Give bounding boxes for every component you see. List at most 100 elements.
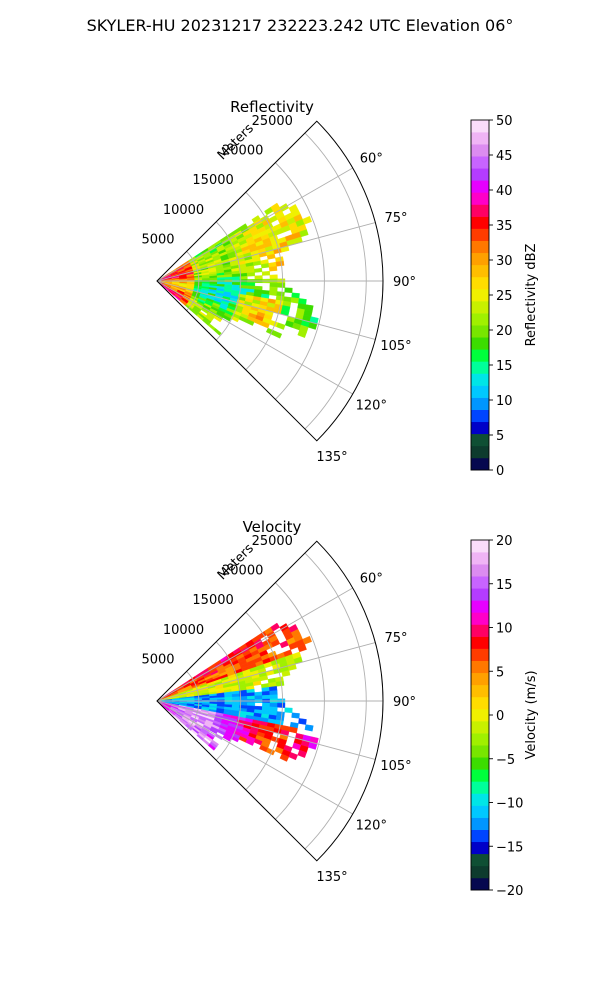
- radial-tick-label: 5000: [141, 232, 174, 247]
- data-cell: [272, 330, 283, 339]
- data-cell: [290, 297, 300, 304]
- colorbar-tick-label: −10: [496, 797, 523, 812]
- azimuth-tick-label: 105°: [380, 759, 411, 774]
- colorbar-label: Velocity (m/s): [524, 670, 539, 759]
- colorbar-segment: [471, 612, 489, 625]
- polar-grid: [156, 552, 383, 850]
- colorbar: 0 5 10 15 20 25 30 35 40 45 50 Reflectivity dBZ: [470, 114, 539, 479]
- colorbar-tick-label: 35: [496, 219, 513, 234]
- data-cell: [254, 695, 263, 700]
- colorbar-segment: [471, 337, 489, 350]
- data-cell: [279, 753, 290, 762]
- data-cell: [288, 752, 298, 761]
- azimuth-gridline: [156, 280, 353, 395]
- data-cell: [262, 694, 271, 700]
- azimuth-tick-label: 135°: [316, 450, 347, 465]
- azimuth-gridline: [156, 700, 376, 760]
- sector-outline: [156, 540, 384, 862]
- colorbar-tick-label: 30: [496, 254, 513, 269]
- colorbar-segment: [471, 588, 489, 601]
- colorbar-tick-label: 20: [496, 534, 513, 549]
- azimuth-tick-label: 90°: [393, 275, 416, 290]
- data-cell: [207, 743, 216, 751]
- azimuth-tick-label: 120°: [356, 819, 387, 834]
- azimuth-gridline: [156, 700, 353, 815]
- colorbar-segment: [471, 805, 489, 818]
- colorbar-segment: [471, 624, 489, 637]
- colorbar-segment: [471, 540, 489, 553]
- data-cell: [269, 274, 278, 280]
- panel-reflectivity: Reflectivity500010000150002000025000Mete…: [141, 98, 539, 479]
- colorbar-segment: [471, 877, 489, 891]
- data-cell: [222, 314, 232, 322]
- data-cell: [253, 267, 263, 273]
- radial-tick-label: 20000: [222, 564, 263, 579]
- colorbar-segment: [471, 552, 489, 565]
- data-cell: [269, 690, 278, 696]
- colorbar-segment: [471, 373, 489, 386]
- azimuth-tick-label: 105°: [380, 339, 411, 354]
- radial-tick-label: 15000: [192, 593, 233, 608]
- azimuth-tick-label: 90°: [393, 695, 416, 710]
- colorbar-segment: [471, 576, 489, 589]
- colorbar-label: Reflectivity dBZ: [524, 244, 539, 347]
- data-cell: [231, 276, 241, 280]
- data-cell: [254, 691, 263, 697]
- colorbar-segment: [471, 252, 489, 266]
- data-cell: [268, 290, 278, 296]
- data-cell: [277, 282, 286, 288]
- colorbar-segment: [471, 769, 489, 782]
- data-cell: [284, 287, 293, 294]
- radial-tick-label: 10000: [163, 203, 204, 218]
- radial-tick-label: 25000: [252, 114, 293, 129]
- data-cell: [304, 724, 314, 732]
- colorbar-tick-label: 0: [496, 464, 504, 479]
- colorbar-segment: [471, 564, 489, 577]
- colorbar-segment: [471, 600, 489, 613]
- data-cell: [246, 692, 256, 697]
- panel-title: Reflectivity: [230, 98, 314, 116]
- data-cell: [216, 277, 226, 281]
- panels: Reflectivity500010000150002000025000Mete…: [141, 98, 539, 899]
- colorbar-segment: [471, 361, 489, 374]
- azimuth-gridline: [156, 280, 376, 340]
- colorbar-segment: [471, 397, 489, 410]
- colorbar-segment: [471, 385, 489, 398]
- data-cell: [216, 697, 226, 701]
- data-cell: [254, 275, 263, 280]
- colorbar-segment: [471, 276, 489, 290]
- colorbar-tick-label: −15: [496, 840, 523, 855]
- data-cell: [213, 328, 222, 336]
- colorbar-segment: [471, 721, 489, 734]
- data-cell: [281, 670, 291, 677]
- polar-grid: [156, 132, 383, 430]
- colorbar-segment: [471, 228, 489, 241]
- azimuth-tick-label: 120°: [356, 399, 387, 414]
- colorbar-segment: [471, 672, 489, 686]
- colorbar-segment: [471, 733, 489, 746]
- data-cell: [213, 315, 222, 323]
- azimuth-tick-label: 75°: [385, 211, 408, 226]
- colorbar-segment: [471, 445, 489, 459]
- colorbar-segment: [471, 156, 489, 169]
- data-cell: [245, 319, 255, 326]
- data-cells: [156, 622, 319, 762]
- colorbar-tick-label: 5: [496, 665, 504, 680]
- colorbar-segment: [471, 144, 489, 157]
- colorbar-segment: [471, 648, 489, 661]
- data-cell: [269, 282, 278, 288]
- azimuth-tick-label: 75°: [385, 631, 408, 646]
- colorbar: −20 −15 −10 −5 0 5 10 15 20 Velocity (m/s): [470, 534, 539, 899]
- colorbar-segment: [471, 708, 489, 722]
- colorbar-segment: [471, 853, 489, 867]
- azimuth-tick-label: 60°: [360, 571, 383, 586]
- azimuth-gridline: [156, 642, 376, 702]
- data-cell: [302, 635, 312, 645]
- colorbar-segment: [471, 660, 489, 674]
- figure-title: SKYLER-HU 20231217 232223.242 UTC Elevat…: [87, 16, 514, 35]
- colorbar-segment: [471, 745, 489, 758]
- colorbar-tick-label: 45: [496, 149, 513, 164]
- colorbar-segment: [471, 192, 489, 205]
